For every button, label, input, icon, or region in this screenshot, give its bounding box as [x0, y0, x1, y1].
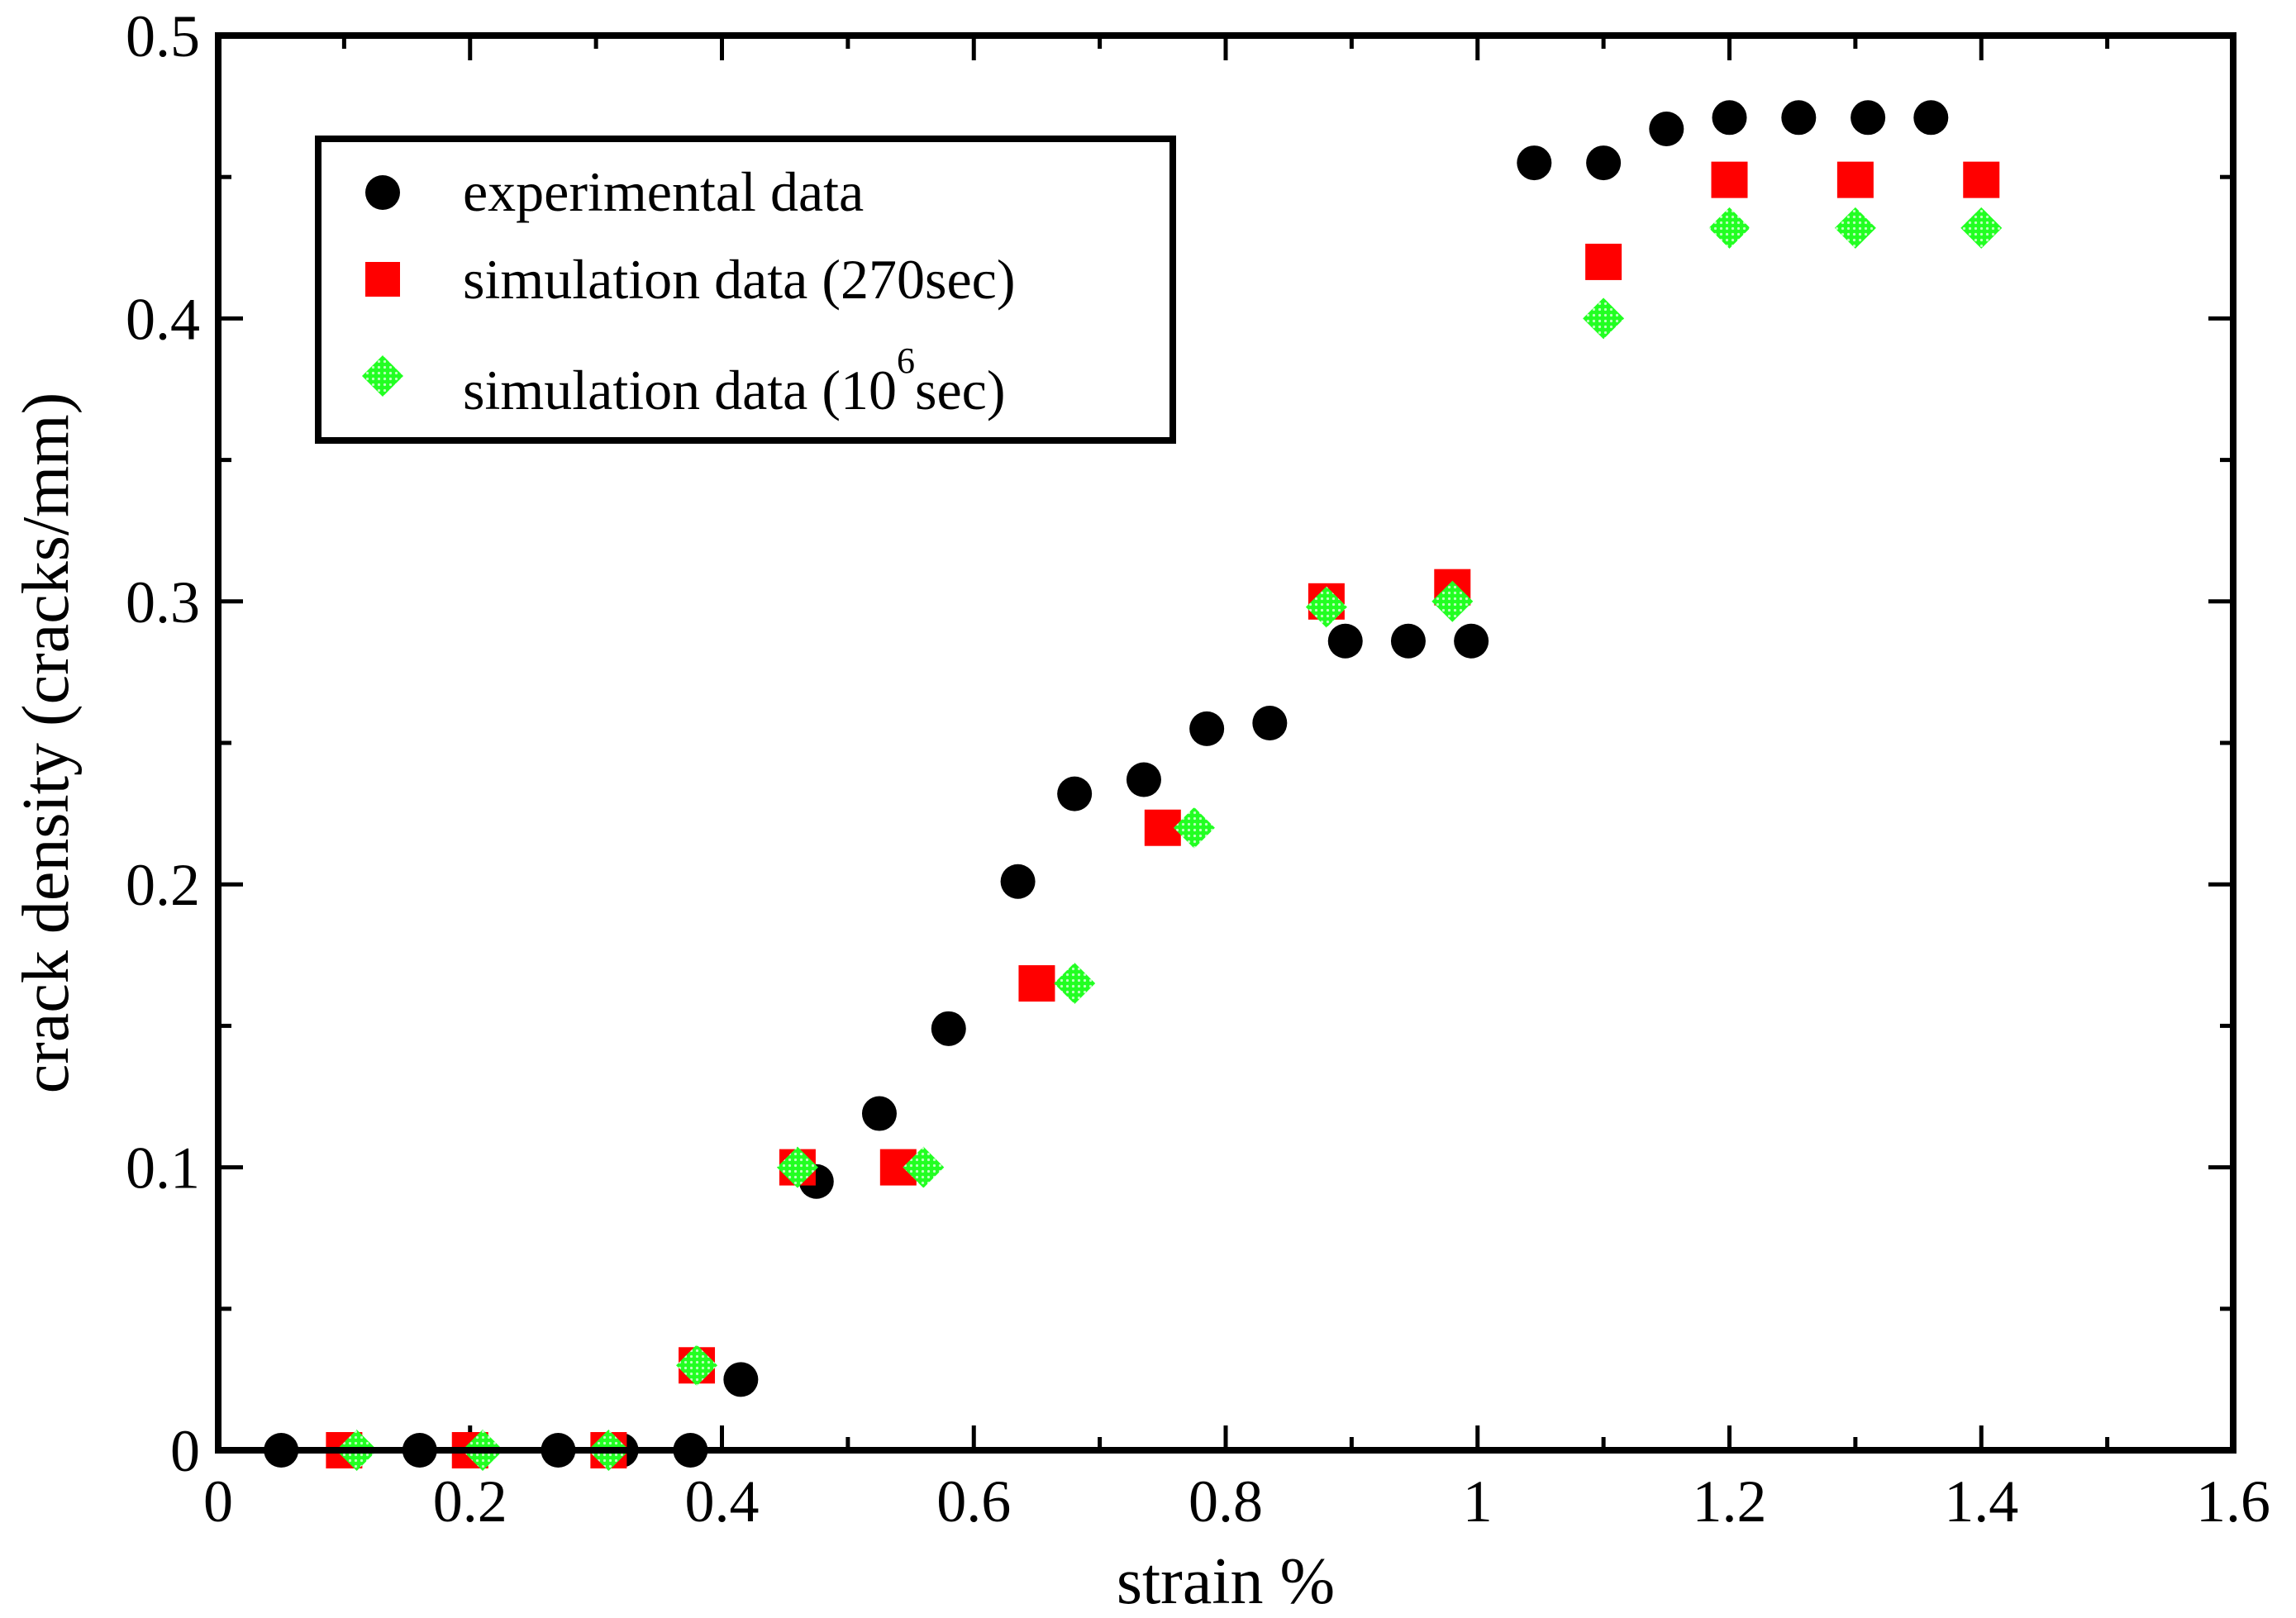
y-tick-label: 0.2	[126, 852, 200, 918]
legend-label-simulation-1e6sec: simulation data (106sec)	[463, 340, 1006, 421]
legend-box	[315, 136, 1176, 444]
y-tick-label: 0.5	[126, 3, 200, 69]
simulation-270sec-point	[1711, 161, 1748, 198]
experimental-data-point	[861, 1096, 897, 1131]
x-tick-label: 1	[1463, 1468, 1493, 1535]
simulation-1e6sec-point	[1054, 963, 1096, 1005]
legend: experimental data simulation data (270se…	[315, 136, 1176, 444]
legend-label-simulation-1e6sec-superscript: 6	[897, 340, 915, 381]
experimental-data-point	[1327, 623, 1363, 659]
experimental-data-point	[1649, 111, 1684, 146]
simulation-270sec-point	[1585, 243, 1622, 280]
x-tick-label: 0.4	[685, 1468, 760, 1535]
x-axis-title: strain %	[1117, 1545, 1335, 1618]
series-0-markers	[264, 100, 1949, 1468]
x-tick-label: 0.8	[1188, 1468, 1263, 1535]
x-tick-label: 0	[203, 1468, 233, 1535]
simulation-1e6sec-point	[1834, 207, 1876, 249]
simulation-1e6sec-point	[1305, 586, 1347, 628]
x-tick-label: 0.2	[433, 1468, 507, 1535]
x-tick-label: 1.2	[1693, 1468, 1767, 1535]
simulation-270sec-point	[1836, 161, 1874, 198]
experimental-data-point	[1913, 100, 1949, 136]
simulation-270sec-point	[1963, 161, 2000, 198]
simulation-1e6sec-point	[1960, 207, 2003, 249]
experimental-data-point	[1781, 100, 1817, 136]
y-tick-label: 0.1	[126, 1135, 200, 1202]
experimental-data-point	[1851, 100, 1886, 136]
tick-labels: 0 0.2 0.4 0.6 0.8 1 1.2 1.4 1.6 0 0.1 0.2 0.3 0.4 0.5	[126, 3, 2270, 1535]
experimental-data-point	[723, 1362, 759, 1397]
experimental-data-point	[1712, 100, 1747, 136]
simulation-1e6sec-point	[1583, 297, 1625, 340]
x-tick-label: 0.6	[936, 1468, 1011, 1535]
legend-label-simulation-1e6sec-tail: sec)	[915, 359, 1005, 421]
simulation-1e6sec-point	[676, 1344, 718, 1387]
simulation-1e6sec-point	[1173, 807, 1215, 849]
x-tick-label: 1.6	[2196, 1468, 2270, 1535]
legend-label-simulation-1e6sec-main: simulation data (10	[463, 359, 897, 421]
legend-marker-simulation-1e6sec	[362, 355, 403, 397]
y-axis-title: crack density (cracks/mm)	[10, 393, 83, 1094]
simulation-1e6sec-point	[1431, 580, 1474, 622]
experimental-data-point	[1586, 145, 1622, 181]
y-tick-label: 0.4	[126, 286, 200, 352]
x-tick-label: 1.4	[1944, 1468, 2018, 1535]
simulation-1e6sec-point	[903, 1146, 945, 1188]
experimental-data-point	[1390, 623, 1426, 659]
experimental-data-point	[1126, 762, 1161, 797]
simulation-270sec-point	[1018, 965, 1055, 1002]
y-tick-label: 0.3	[126, 569, 200, 635]
experimental-data-point	[1454, 623, 1489, 659]
experimental-data-point	[1057, 776, 1093, 811]
y-tick-label: 0	[170, 1418, 200, 1484]
legend-label-experimental: experimental data	[463, 160, 864, 223]
simulation-1e6sec-point	[776, 1146, 818, 1188]
experimental-data-point	[1189, 711, 1225, 746]
experimental-data-point	[931, 1011, 966, 1046]
experimental-data-point	[1000, 864, 1036, 899]
simulation-1e6sec-point	[1708, 207, 1751, 249]
data-markers	[218, 100, 2233, 1471]
legend-marker-experimental	[365, 175, 400, 210]
experimental-data-point	[1517, 145, 1552, 181]
legend-label-simulation-270sec: simulation data (270sec)	[463, 248, 1015, 311]
experimental-data-point	[1252, 706, 1288, 741]
legend-marker-simulation-270sec	[365, 262, 400, 297]
